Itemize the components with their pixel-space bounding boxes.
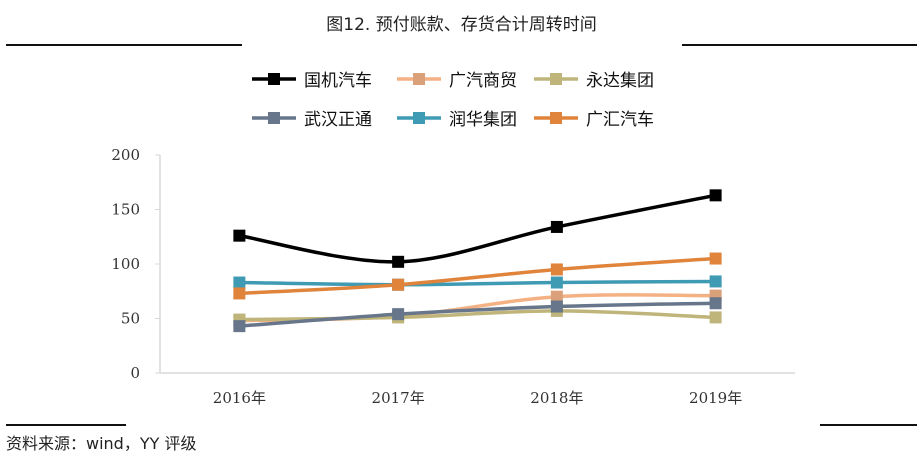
y-tick-label: 200 (111, 146, 140, 164)
legend-label: 广汇汽车 (586, 110, 654, 130)
series-line (239, 193, 716, 264)
y-tick-label: 50 (121, 310, 140, 328)
legend-swatch-marker (268, 73, 280, 85)
source-rule-left (6, 424, 126, 426)
legend-swatch-marker (413, 112, 425, 124)
x-tick-label: 2016年 (213, 389, 266, 407)
chart-title: 图12. 预付账款、存货合计周转时间 (326, 15, 597, 35)
data-point (550, 300, 563, 313)
data-point (233, 320, 246, 333)
series-line (239, 293, 716, 323)
legend-label: 国机汽车 (304, 71, 372, 91)
source-rule-right (820, 424, 917, 426)
x-tick-label: 2017年 (372, 389, 425, 407)
title-rule-right (682, 44, 917, 46)
data-point (233, 229, 246, 242)
y-tick-label: 150 (111, 201, 140, 219)
y-tick-label: 0 (130, 364, 140, 382)
data-point (550, 263, 563, 276)
legend-label: 武汉正通 (304, 110, 372, 130)
data-point (550, 290, 563, 303)
y-tick-label: 100 (111, 255, 140, 273)
series-line (239, 279, 716, 287)
legend-swatch-marker (550, 112, 562, 124)
series-line (239, 301, 716, 328)
data-point (709, 297, 722, 310)
data-point (550, 220, 563, 233)
source-note: 资料来源：wind，YY 评级 (6, 434, 197, 453)
legend-label: 润华集团 (449, 110, 517, 130)
data-point (233, 276, 246, 289)
title-rule-left (6, 44, 242, 46)
data-point (392, 278, 405, 291)
data-point (709, 311, 722, 324)
legend-label: 广汽商贸 (449, 71, 517, 91)
data-point (392, 308, 405, 321)
data-point (709, 189, 722, 202)
data-point (233, 287, 246, 300)
legend-label: 永达集团 (586, 71, 654, 91)
legend-swatch-marker (268, 112, 280, 124)
legend-swatch-marker (413, 73, 425, 85)
data-point (392, 255, 405, 268)
data-point (709, 252, 722, 265)
legend-swatch-marker (550, 73, 562, 85)
data-point (550, 276, 563, 289)
series-line (239, 309, 716, 322)
x-tick-label: 2018年 (530, 389, 583, 407)
data-point (709, 275, 722, 288)
series-line (239, 256, 716, 296)
x-tick-label: 2019年 (689, 389, 742, 407)
